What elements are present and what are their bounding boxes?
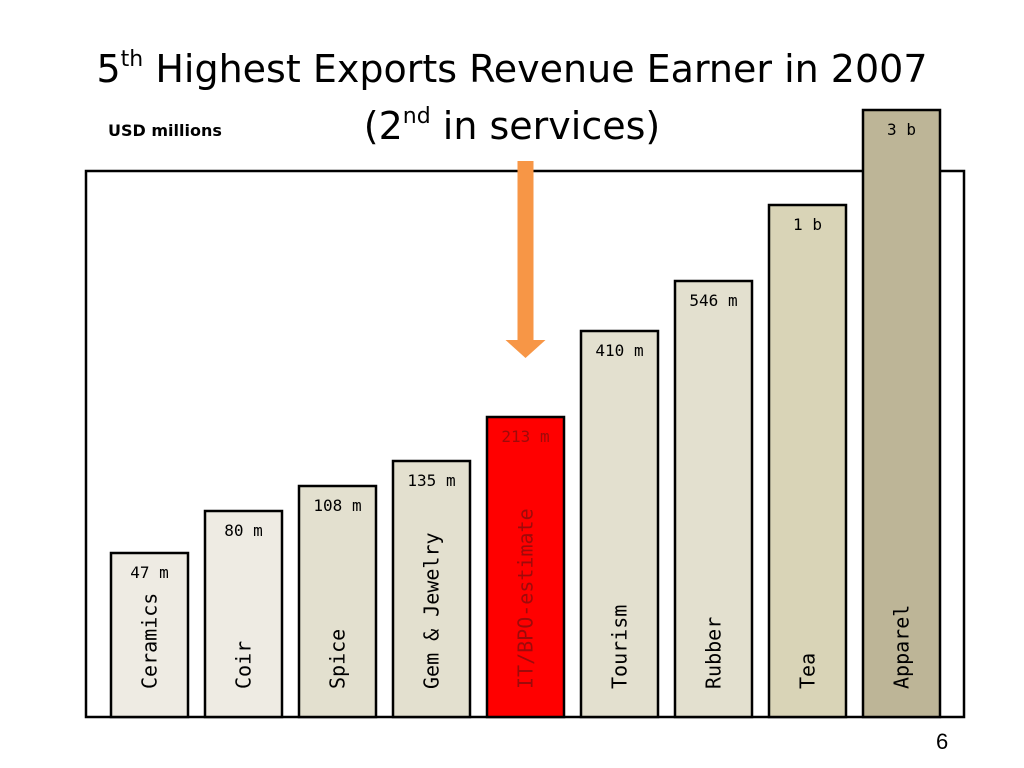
arrow-head — [505, 340, 546, 358]
bar-0 — [109, 551, 190, 719]
value-label: 108 m — [313, 496, 361, 515]
bar-8 — [861, 108, 942, 719]
value-label: 135 m — [407, 471, 455, 490]
down-arrow-icon — [505, 161, 546, 358]
bar-2 — [297, 484, 378, 719]
value-label: 546 m — [689, 291, 737, 310]
bar-7 — [767, 203, 848, 719]
bar-6 — [673, 279, 754, 719]
arrow-shaft — [517, 161, 534, 341]
category-label: IT/BPO-estimate — [514, 508, 538, 689]
category-label: Gem & Jewelry — [420, 532, 444, 689]
bar-3 — [391, 459, 472, 719]
value-label: 80 m — [224, 521, 263, 540]
category-label: Tourism — [608, 605, 632, 689]
chart-title-line1: 5th Highest Exports Revenue Earner in 20… — [96, 47, 928, 91]
chart-title-line2: (2nd in services) — [363, 104, 661, 148]
value-label: 3 b — [887, 120, 916, 139]
category-label: Coir — [232, 641, 256, 689]
value-label: 1 b — [793, 215, 822, 234]
category-label: Rubber — [702, 617, 726, 689]
bar-4 — [485, 415, 566, 719]
category-label: Tea — [796, 653, 820, 689]
page-number: 6 — [936, 729, 949, 754]
value-label: 410 m — [595, 341, 643, 360]
category-label: Ceramics — [138, 593, 162, 689]
bar-1 — [203, 509, 284, 719]
value-label: 213 m — [501, 427, 549, 446]
category-label: Spice — [326, 629, 350, 689]
units-label: USD millions — [108, 121, 222, 140]
category-label: Apparel — [890, 605, 914, 689]
bar-5 — [579, 329, 660, 719]
value-label: 47 m — [130, 563, 169, 582]
